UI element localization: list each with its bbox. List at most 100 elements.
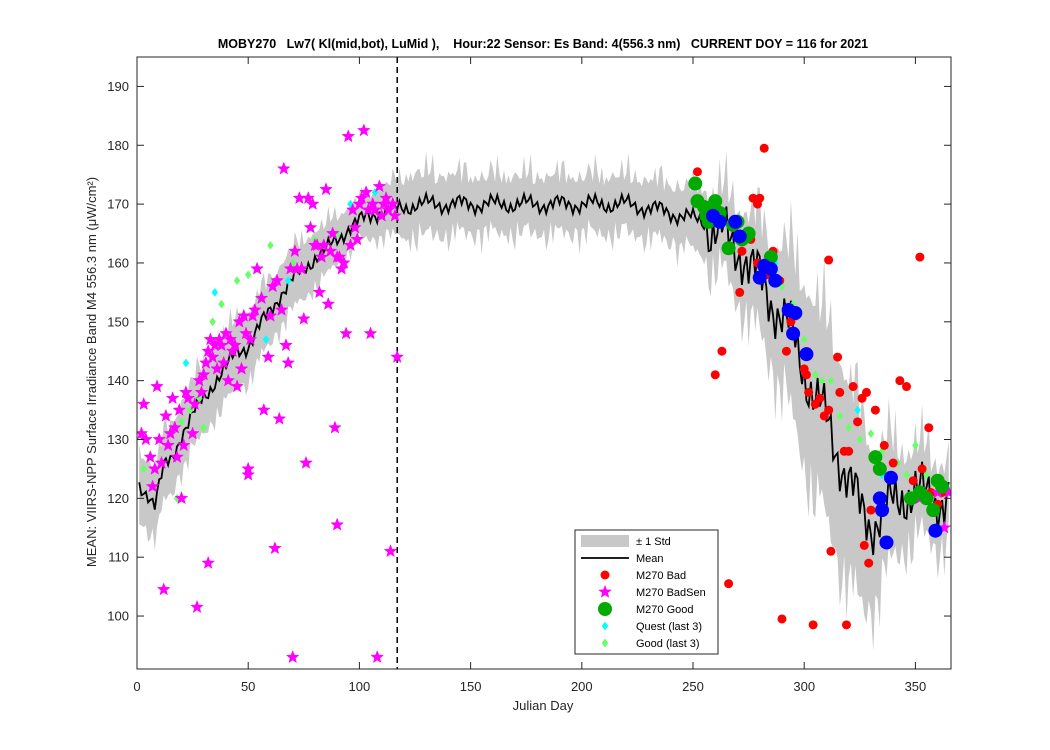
y-tick-label: 140	[107, 373, 129, 388]
badsen-point	[294, 261, 309, 275]
badsen-point	[288, 243, 302, 258]
bad-point	[824, 405, 834, 415]
badsen-point	[174, 491, 189, 505]
bad-point	[737, 246, 747, 256]
bad-point	[895, 376, 905, 386]
legend-swatch-badsen	[598, 584, 612, 598]
bad-point	[902, 382, 912, 392]
badsen-point	[319, 182, 333, 196]
good-last3-point	[856, 435, 864, 444]
axes-box	[136, 56, 952, 670]
good-point	[688, 176, 703, 191]
badsen-point	[161, 438, 175, 452]
badsen-point	[303, 220, 318, 234]
bad-point	[866, 505, 876, 515]
badsen-point	[241, 461, 256, 475]
y-tick-label: 170	[107, 197, 129, 212]
y-tick-label: 160	[107, 255, 129, 270]
y-tick-label: 130	[107, 432, 129, 447]
quest-point	[284, 276, 292, 286]
good-point	[872, 461, 887, 476]
y-tick-label: 150	[107, 314, 129, 329]
y-tick-label: 180	[107, 138, 129, 153]
std-band	[139, 150, 949, 652]
badsen-point	[383, 544, 398, 558]
legend-label: M270 BadSen	[636, 587, 706, 599]
badsen-point	[385, 196, 400, 210]
good-point-blue	[786, 326, 801, 341]
badsen-point	[261, 349, 276, 363]
bad-point	[710, 370, 720, 380]
bad-point	[917, 464, 927, 474]
legend-swatch-std	[581, 535, 629, 547]
good-last3-point	[912, 440, 919, 450]
badsen-point	[305, 196, 320, 210]
x-tick-label: 300	[793, 679, 815, 694]
badsen-point	[357, 123, 371, 137]
badsen-point	[152, 432, 167, 446]
good-last3-point	[244, 270, 252, 280]
bad-point	[824, 255, 834, 265]
badsen-point	[316, 238, 331, 252]
badsen-point	[214, 338, 229, 352]
badsen-point	[248, 302, 262, 316]
bad-point	[888, 458, 898, 468]
legend-label: M270 Good	[636, 604, 693, 616]
badsen-point	[223, 332, 238, 346]
y-tick-label: 190	[107, 79, 129, 94]
badsen-point	[254, 291, 269, 305]
bad-point	[804, 387, 814, 397]
badsen-point	[190, 600, 204, 614]
badsen-point	[265, 279, 280, 293]
good-point-blue	[928, 523, 943, 538]
badsen-point	[272, 411, 287, 425]
badsen-point	[137, 426, 149, 440]
badsen-point	[332, 249, 347, 263]
good-point-blue	[763, 261, 778, 276]
badsen-point	[230, 379, 244, 393]
badsen-point	[328, 420, 342, 434]
bad-point	[924, 423, 934, 433]
x-tick-label: 100	[349, 679, 371, 694]
bad-point	[859, 540, 869, 550]
badsen-point	[368, 202, 382, 216]
badsen-point	[250, 261, 264, 275]
badsen-point	[234, 361, 249, 375]
badsen-point	[381, 202, 396, 216]
bad-point	[848, 382, 858, 392]
legend-label: ± 1 Std	[636, 536, 671, 548]
bad-point	[781, 346, 791, 356]
badsen-point	[388, 208, 402, 222]
bad-point	[724, 579, 734, 589]
badsen-point	[268, 541, 282, 555]
badsen-point	[348, 220, 362, 234]
good-last3-point	[140, 464, 147, 474]
y-tick-label: 120	[107, 491, 129, 506]
good-last3-point	[267, 240, 274, 250]
good-last3-point	[209, 317, 216, 327]
legend-label: Quest (last 3)	[636, 621, 702, 633]
badsen-point	[325, 226, 340, 240]
badsen-point	[301, 191, 316, 205]
badsen-point	[243, 332, 258, 346]
badsen-point	[330, 517, 344, 531]
badsen-point	[185, 426, 200, 440]
good-point	[935, 479, 950, 494]
badsen-point	[299, 455, 313, 469]
badsen-point	[232, 314, 247, 328]
bad-point	[815, 393, 825, 403]
good-last3-point	[818, 376, 826, 386]
good-last3-point	[867, 429, 875, 439]
good-point-blue	[732, 229, 747, 244]
badsen-point	[159, 408, 173, 422]
badsen-point	[156, 582, 171, 596]
good-point	[919, 491, 934, 506]
plot-area	[137, 57, 951, 669]
badsen-point	[274, 302, 289, 316]
good-last3-point	[812, 370, 819, 380]
bad-point	[841, 620, 851, 630]
bad-point	[759, 143, 769, 153]
badsen-point	[354, 190, 369, 205]
badsen-point	[337, 255, 351, 269]
good-point-blue	[752, 270, 767, 285]
